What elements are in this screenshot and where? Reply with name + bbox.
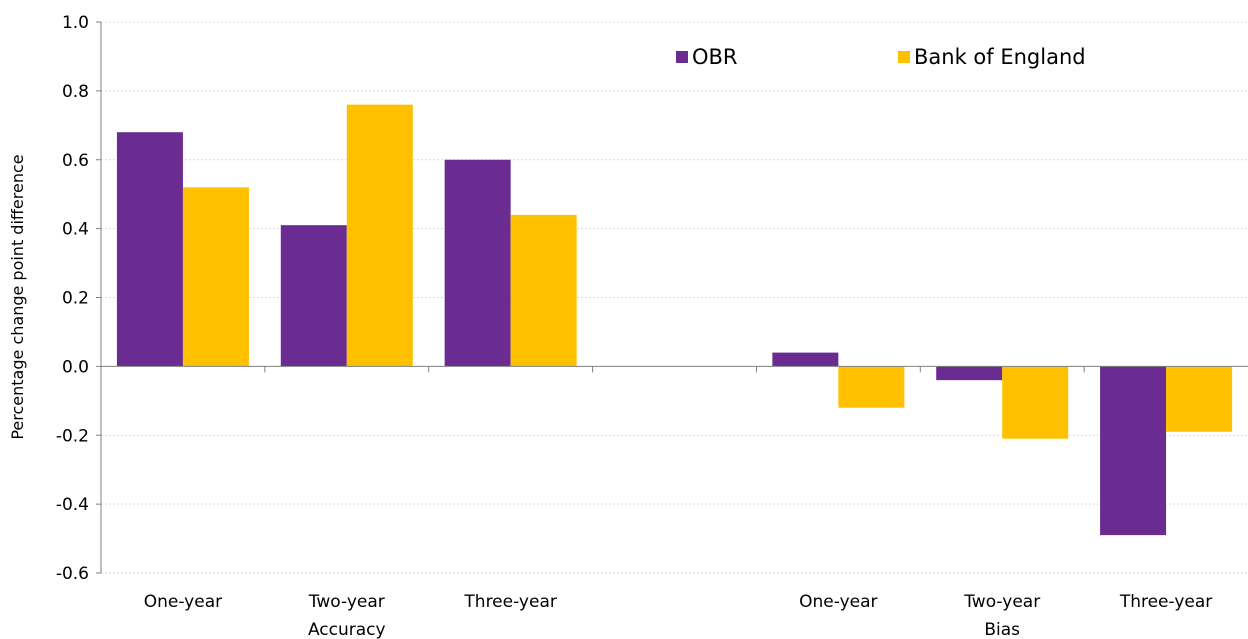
- y-tick-label: 0.6: [62, 151, 89, 171]
- bar-bank-of-england: [1166, 366, 1233, 432]
- labels: 1.0 0.8 0.6 0.4 0.2 0.0 -0.2 -0.4 -0.6 One-year Tw…: [56, 13, 1212, 639]
- x-category-label: One-year: [144, 592, 222, 612]
- y-tick-label: 0.2: [62, 289, 89, 309]
- bar-bank-of-england: [838, 366, 905, 408]
- bar-bank-of-england: [346, 104, 413, 367]
- gridlines: [101, 21, 1248, 574]
- y-tick-label: -0.4: [56, 495, 89, 515]
- legend-swatch-obr: [676, 51, 688, 63]
- legend-swatch-bank-of-england: [898, 51, 910, 63]
- bar-obr: [444, 159, 511, 367]
- bar-obr: [280, 225, 347, 367]
- y-axis-title: Percentage change point difference: [8, 154, 27, 439]
- x-group-label: Bias: [984, 620, 1020, 639]
- bar-obr: [936, 366, 1003, 381]
- legend: OBR Bank of England: [676, 45, 1086, 69]
- bars: [116, 104, 1233, 536]
- x-category-label: Two-year: [308, 592, 385, 612]
- y-tick-label: -0.6: [56, 564, 89, 584]
- y-tick-label: 0.4: [62, 220, 89, 240]
- bar-bank-of-england: [510, 214, 577, 367]
- y-tick-label: 1.0: [62, 13, 89, 33]
- legend-label: Bank of England: [914, 45, 1086, 69]
- bar-bank-of-england: [182, 187, 249, 367]
- bar-obr: [1100, 366, 1167, 536]
- x-category-label: Two-year: [963, 592, 1040, 612]
- bar-obr: [772, 352, 839, 367]
- y-tick-label: 0.0: [62, 357, 89, 377]
- x-group-label: Accuracy: [308, 620, 386, 639]
- axes: [96, 21, 1248, 574]
- x-category-label: Three-year: [463, 592, 556, 612]
- x-category-label: One-year: [799, 592, 877, 612]
- legend-label: OBR: [692, 45, 738, 69]
- x-category-label: Three-year: [1119, 592, 1212, 612]
- bar-obr: [116, 132, 183, 367]
- y-tick-label: -0.2: [56, 426, 89, 446]
- y-tick-label: 0.8: [62, 82, 89, 102]
- bar-bank-of-england: [1002, 366, 1069, 439]
